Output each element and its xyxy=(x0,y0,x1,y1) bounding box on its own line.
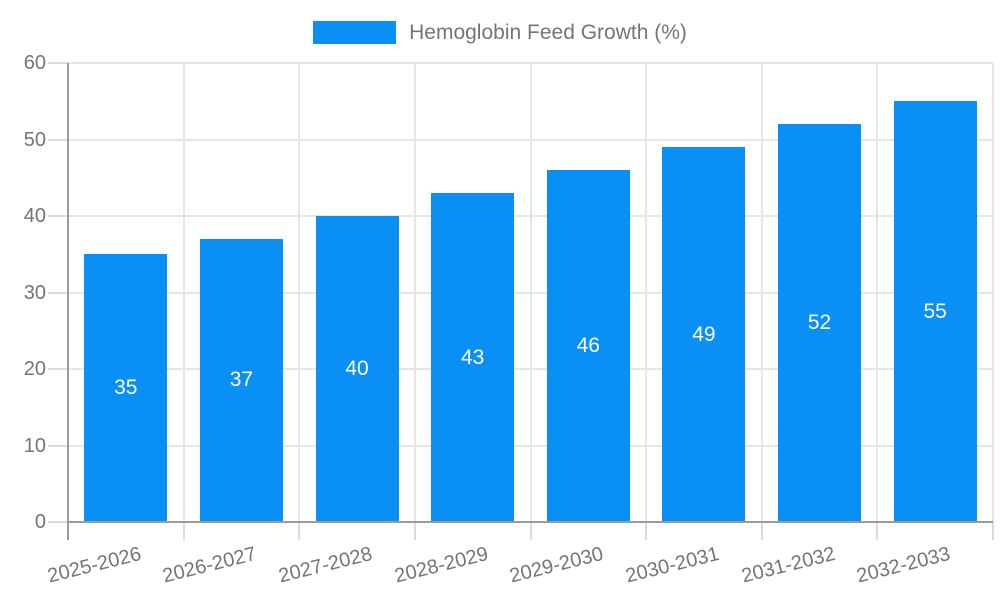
y-tick-label: 30 xyxy=(23,281,46,304)
v-gridline xyxy=(992,63,994,522)
x-tick-mark xyxy=(645,522,648,540)
v-gridline xyxy=(529,63,532,522)
x-tick-label: 2026-2027 xyxy=(160,542,260,588)
x-tick-mark xyxy=(876,522,879,540)
bar-value-label: 35 xyxy=(114,376,138,400)
bar[interactable]: 49 xyxy=(662,147,746,522)
v-gridline xyxy=(876,63,879,522)
bar[interactable]: 52 xyxy=(778,124,862,522)
x-tick-mark xyxy=(760,522,763,540)
legend-swatch xyxy=(313,21,397,44)
v-gridline xyxy=(645,63,648,522)
y-tick-mark xyxy=(48,291,68,294)
bar-value-label: 49 xyxy=(692,322,716,346)
bar[interactable]: 55 xyxy=(893,101,977,522)
bar[interactable]: 35 xyxy=(84,254,168,522)
bar[interactable]: 46 xyxy=(546,170,630,522)
x-tick-label: 2025-2026 xyxy=(45,542,144,588)
v-gridline xyxy=(413,63,416,522)
x-tick-label: 2031-2032 xyxy=(738,542,838,588)
x-tick-label: 2027-2028 xyxy=(276,542,375,588)
x-tick-mark xyxy=(992,522,994,540)
y-tick-mark xyxy=(48,521,68,523)
y-tick-label: 50 xyxy=(23,128,46,151)
y-axis-line xyxy=(67,63,69,540)
bar[interactable]: 37 xyxy=(199,238,283,522)
y-tick-label: 0 xyxy=(34,511,46,533)
y-tick-label: 60 xyxy=(23,52,46,74)
plot-area: 0 10 20 30 40 50 60 35 37 40 43 46 49 52 55 2025-2026 20… xyxy=(24,52,994,587)
bar-value-label: 52 xyxy=(807,311,832,335)
bar-value-label: 37 xyxy=(229,368,254,392)
v-gridline xyxy=(298,63,301,522)
bar-value-label: 43 xyxy=(461,345,485,369)
v-gridline xyxy=(182,63,185,522)
y-tick-label: 10 xyxy=(23,434,46,457)
y-tick-label: 40 xyxy=(23,205,46,227)
bar[interactable]: 43 xyxy=(431,193,515,522)
y-tick-mark xyxy=(48,62,68,64)
x-tick-mark xyxy=(413,522,416,540)
x-tick-mark xyxy=(529,522,532,540)
bar-value-label: 46 xyxy=(576,334,600,358)
legend-label: Hemoglobin Feed Growth (%) xyxy=(409,21,687,44)
x-tick-label: 2030-2031 xyxy=(623,542,722,588)
x-tick-label: 2028-2029 xyxy=(392,542,491,588)
bar-value-label: 55 xyxy=(923,299,947,323)
x-tick-mark xyxy=(182,522,185,540)
y-tick-label: 20 xyxy=(23,358,46,380)
x-tick-label: 2032-2033 xyxy=(854,542,953,588)
y-tick-mark xyxy=(48,444,68,447)
y-tick-mark xyxy=(48,368,68,370)
x-tick-label: 2029-2030 xyxy=(507,542,606,588)
x-tick-mark xyxy=(298,522,301,540)
x-axis-line xyxy=(68,521,993,523)
bar-value-label: 40 xyxy=(345,357,369,380)
y-tick-mark xyxy=(48,215,68,217)
v-gridline xyxy=(760,63,763,522)
y-tick-mark xyxy=(48,138,68,141)
bar[interactable]: 40 xyxy=(315,216,399,522)
legend[interactable]: Hemoglobin Feed Growth (%) xyxy=(0,21,1000,44)
